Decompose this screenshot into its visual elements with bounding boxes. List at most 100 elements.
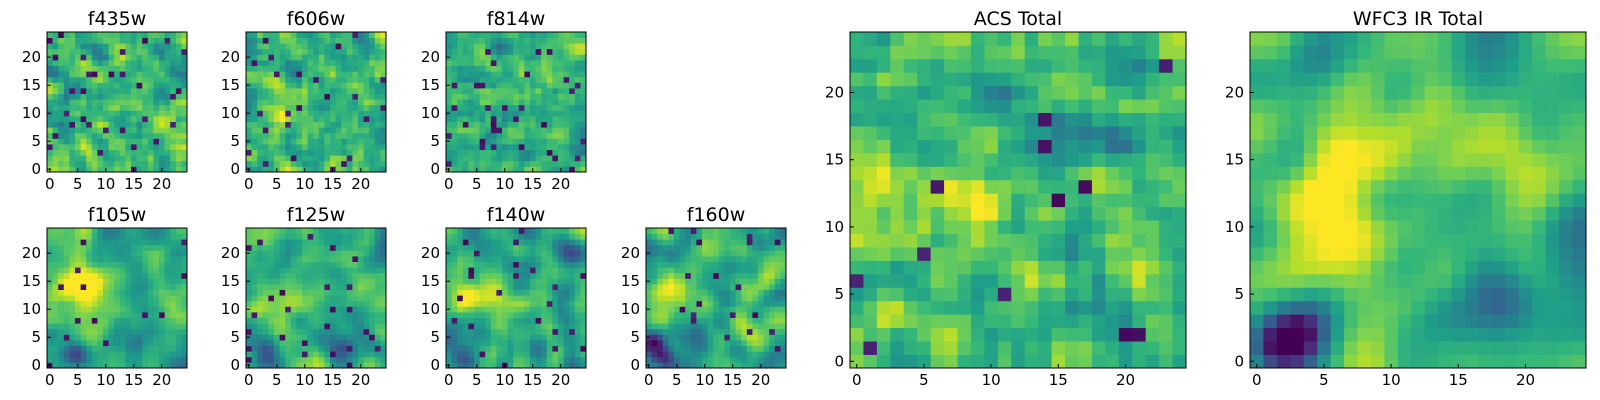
heatmap-cell-f814w-19-0 [552,166,559,173]
heatmap-cell-f140w-3-5 [462,334,469,341]
heatmap-cell-f435w-21-14 [164,88,171,94]
heatmap-cell-f105w-12-4 [114,340,121,346]
heatmap-cell-f125w-11-7 [307,323,314,330]
heatmap-cell-f435w-12-14 [114,88,121,94]
heatmap-cell-f105w-4-22 [69,239,76,246]
heatmap-cell-f140w-23-13 [574,289,581,296]
heatmap-cell-f606w-16-9 [335,116,342,122]
heatmap-cell-f105w-8-20 [91,250,98,257]
heatmap-cell-f435w-12-20 [114,54,121,61]
heatmap-cell-f435w-20-5 [159,138,165,145]
heatmap-cell-f435w-13-24 [119,32,126,38]
heatmap-cell-f125w-16-3 [335,345,342,352]
heatmap-cell-f435w-16-12 [136,99,143,106]
heatmap-cell-f606w-5-11 [274,104,280,111]
heatmap-cell-f125w-16-23 [335,233,342,240]
heatmap-cell-f435w-5-10 [75,110,81,117]
heatmap-cell-f140w-10-7 [502,323,508,330]
heatmap-cell-f814w-9-24 [496,32,503,38]
heatmap-cell-f435w-8-20 [91,54,98,61]
heatmap-cell-f125w-5-14 [274,284,280,290]
heatmap-cell-acs-total-8-17 [957,126,972,140]
heatmap-cell-f105w-10-12 [103,295,109,302]
heatmap-cell-f814w-15-13 [530,93,536,100]
heatmap-cell-f125w-17-5 [341,334,348,341]
heatmap-cell-f105w-18-21 [147,244,154,251]
heatmap-cell-f814w-13-2 [518,155,525,162]
heatmap-cell-acs-total-8-4 [957,300,972,315]
heatmap-cell-f105w-16-9 [136,312,143,318]
heatmap-cell-acs-total-15-15 [1051,152,1066,167]
heatmap-cell-f606w-18-7 [346,127,353,134]
heatmap-cell-f125w-17-9 [341,312,348,318]
heatmap-cell-acs-total-1-12 [863,193,878,208]
heatmap-cell-f160w-17-6 [741,328,748,335]
heatmap-cell-f435w-11-7 [108,127,115,134]
heatmap-cell-f160w-1-6 [651,328,658,335]
heatmap-cell-f435w-17-17 [142,71,149,78]
heatmap-cell-acs-total-3-13 [890,179,905,194]
heatmap-cell-f814w-1-7 [451,127,458,134]
heatmap-cell-f140w-9-4 [496,340,503,346]
heatmap-cell-f105w-10-11 [103,300,109,307]
heatmap-cell-f140w-6-17 [479,267,486,274]
heatmap-cell-f814w-12-0 [513,166,520,173]
heatmap-cell-f160w-22-19 [769,256,776,262]
heatmap-cell-f125w-15-21 [330,244,336,251]
heatmap-cell-f140w-7-11 [485,300,492,307]
heatmap-cell-f606w-7-15 [285,82,292,89]
heatmap-cell-f435w-22-18 [170,65,177,72]
heatmap-cell-f814w-5-20 [474,54,480,61]
heatmap-cell-f814w-7-18 [485,65,492,72]
heatmap-cell-acs-total-21-7 [1132,260,1147,275]
heatmap-cell-f435w-1-18 [52,65,59,72]
heatmap-cell-f606w-21-20 [363,54,370,61]
heatmap-cell-f140w-13-13 [518,289,525,296]
heatmap-cell-f125w-23-3 [374,345,381,352]
heatmap-cell-acs-total-4-11 [903,206,918,221]
heatmap-cell-f814w-2-15 [457,82,464,89]
heatmap-cell-f140w-15-9 [530,312,536,318]
heatmap-cell-acs-total-19-16 [1105,139,1120,154]
heatmap-cell-f105w-0-19 [47,256,53,262]
heatmap-cell-acs-total-19-11 [1105,206,1120,221]
heatmap-cell-f435w-9-20 [97,54,104,61]
heatmap-cell-f105w-22-17 [170,267,177,274]
heatmap-cell-f435w-11-18 [108,65,115,72]
heatmap-cell-f140w-12-14 [513,284,520,290]
heatmap-cell-acs-total-4-1 [903,341,918,355]
heatmap-cell-f435w-0-14 [47,88,53,94]
heatmap-cell-f140w-22-8 [569,317,576,324]
heatmap-cell-f606w-9-10 [296,110,303,117]
heatmap-cell-f105w-4-11 [69,300,76,307]
heatmap-cell-f160w-15-2 [730,351,736,358]
heatmap-cell-f105w-2-22 [58,239,65,246]
heatmap-cell-f606w-24-1 [380,160,387,167]
heatmap-cell-f140w-13-12 [518,295,525,302]
heatmap-cell-f160w-5-16 [674,272,680,279]
heatmap-cell-f105w-15-19 [131,256,137,262]
heatmap-cell-f105w-6-12 [80,295,87,302]
heatmap-cell-f606w-16-19 [335,60,342,66]
heatmap-cell-f160w-10-4 [702,340,708,346]
heatmap-cell-f814w-14-3 [524,149,531,156]
heatmap-cell-f140w-2-10 [457,306,464,313]
heatmap-cell-f125w-11-2 [307,351,314,358]
heatmap-cell-f140w-24-22 [580,239,587,246]
heatmap-cell-f140w-6-5 [479,334,486,341]
heatmap-cell-f606w-12-13 [313,93,320,100]
heatmap-cell-f606w-24-14 [380,88,387,94]
heatmap-cell-f125w-2-6 [257,328,264,335]
heatmap-cell-f140w-18-24 [546,228,553,234]
heatmap-cell-f435w-5-19 [75,60,81,66]
heatmap-cell-f814w-13-11 [518,104,525,111]
heatmap-cell-f105w-12-18 [114,261,121,268]
heatmap-cell-f606w-17-17 [341,71,348,78]
heatmap-cell-f606w-15-4 [330,144,336,150]
heatmap-cell-f814w-13-13 [518,93,525,100]
heatmap-cell-acs-total-10-5 [984,287,999,302]
heatmap-cell-f105w-3-23 [63,233,70,240]
heatmap-cell-f814w-1-14 [451,88,458,94]
heatmap-cell-f606w-0-14 [246,88,252,94]
heatmap-cell-f435w-10-16 [103,76,109,83]
